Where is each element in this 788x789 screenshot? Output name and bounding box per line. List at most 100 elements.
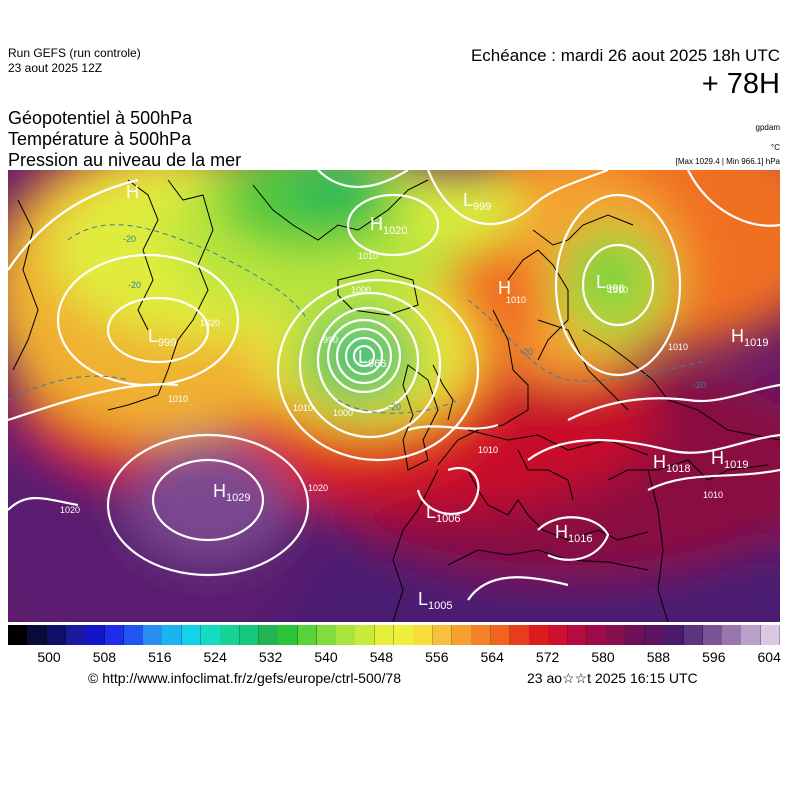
low-center-1005: L1005: [418, 589, 453, 612]
run-title: Run GEFS (run controle): [8, 46, 141, 60]
colorbar-tick-label: 532: [258, 649, 283, 665]
high-center-1019-northeast: H1019: [731, 326, 768, 349]
colorbar-swatch: [702, 625, 723, 645]
colorbar-tick-label: 524: [203, 649, 227, 665]
isotherm-label: -20: [520, 347, 533, 357]
colorbar-tick-label: 604: [757, 649, 781, 665]
colorbar-tick-label: 564: [480, 649, 504, 665]
colorbar-swatch: [220, 625, 241, 645]
colorbar-swatch: [760, 625, 781, 645]
high-center-1016: H1016: [555, 522, 592, 545]
isobar-label: 1010: [506, 295, 526, 305]
colorbar-tick-label: 572: [535, 649, 560, 665]
isobar-label: 1020: [200, 318, 220, 328]
max-min-readout: [Max 1029.4 | Min 966.1] hPa: [675, 157, 780, 166]
isobar-label: 1020: [308, 483, 328, 493]
colorbar-swatch: [162, 625, 183, 645]
low-center-966: L966: [358, 347, 386, 370]
colorbar-swatch: [8, 625, 28, 645]
field-title-geopotential: Géopotentiel à 500hPa: [8, 108, 193, 128]
colorbar-swatch: [413, 625, 434, 645]
isobar-label: 1010: [668, 342, 688, 352]
colorbar-swatch: [741, 625, 762, 645]
colorbar-swatch: [65, 625, 86, 645]
colorbar-swatch: [297, 625, 318, 645]
colorbar-tick-label: 540: [314, 649, 338, 665]
colorbar-swatch: [587, 625, 607, 645]
colorbar-swatch: [46, 625, 67, 645]
colorbar-tick-label: 580: [591, 649, 615, 665]
colorbar-swatch: [606, 625, 627, 645]
colorbar-swatch: [85, 625, 105, 645]
colorbar-swatch: [567, 625, 588, 645]
high-center-1018: H1018: [653, 452, 690, 475]
colorbar: [8, 625, 781, 645]
isobar-labels: 990 1000 1010 1020 1010 1000 1010 1020 1…: [60, 251, 723, 515]
isotherm-label: -20: [388, 402, 401, 412]
colorbar-swatch: [722, 625, 742, 645]
high-center-1019-east: H1019: [711, 448, 748, 471]
low-center-1006: L1006: [426, 502, 461, 525]
field-title-temperature: Température à 500hPa: [8, 129, 192, 149]
colorbar-swatch: [683, 625, 704, 645]
colorbar-swatch: [336, 625, 356, 645]
isobar-label: 1020: [60, 505, 80, 515]
isobar-label: 1010: [358, 251, 378, 261]
isotherm-label: -20: [693, 380, 706, 390]
run-date: 23 aout 2025 12Z: [8, 61, 103, 75]
isotherm-label: -20: [123, 234, 136, 244]
colorbar-tick-label: 548: [369, 649, 394, 665]
colorbar-tick-label: 508: [92, 649, 117, 665]
unit-geopotential: gpdam: [755, 123, 780, 132]
colorbar-swatch: [27, 625, 48, 645]
high-center-northwest: H: [126, 182, 139, 202]
pressure-centers: H1029 L966 H1020 L999 L1006 H1016 L1005 …: [126, 182, 768, 612]
colorbar-swatch: [451, 625, 472, 645]
colorbar-tick-label: 596: [702, 649, 726, 665]
high-center-scandinavia: H: [498, 278, 511, 298]
colorbar-swatch: [201, 625, 221, 645]
low-center-998: L998: [596, 272, 624, 295]
source-url: © http://www.infoclimat.fr/z/gefs/europe…: [88, 670, 402, 686]
low-center-999: L999: [148, 326, 176, 349]
colorbar-swatch: [432, 625, 453, 645]
colorbar-swatch: [548, 625, 569, 645]
colorbar-swatch: [529, 625, 549, 645]
colorbar-tick-label: 500: [37, 649, 61, 665]
isobars: [8, 170, 780, 601]
colorbar-tick-label: 516: [148, 649, 172, 665]
colorbar-swatch: [239, 625, 260, 645]
lead-time: + 78H: [701, 68, 780, 100]
coastlines: [12, 179, 780, 622]
isotherms: [8, 224, 709, 414]
colorbar-swatch: [278, 625, 298, 645]
colorbar-swatch: [664, 625, 684, 645]
isobar-label: 1000: [351, 285, 371, 295]
isobar-label: 1010: [478, 445, 498, 455]
isobar-label: 990: [323, 335, 338, 345]
colorbar-swatch: [316, 625, 337, 645]
high-center-1020: H1020: [370, 214, 407, 237]
colorbar-swatch: [490, 625, 511, 645]
colorbar-swatch: [394, 625, 414, 645]
isobar-label: 1000: [333, 408, 353, 418]
colorbar-swatch: [123, 625, 144, 645]
colorbar-swatch: [471, 625, 491, 645]
colorbar-swatch: [625, 625, 646, 645]
echeance-label: Echéance : mardi 26 aout 2025 18h UTC: [470, 46, 780, 65]
unit-temperature: °C: [771, 143, 780, 152]
colorbar-swatch: [644, 625, 665, 645]
isobar-label: 1010: [168, 394, 188, 404]
isobar-label: 1010: [293, 403, 313, 413]
colorbar-swatch: [258, 625, 279, 645]
weather-map: 990 1000 1010 1020 1010 1000 1010 1020 1…: [8, 170, 780, 622]
colorbar-swatch: [104, 625, 125, 645]
isobar-label: 1010: [608, 285, 628, 295]
colorbar-tick-label: 588: [646, 649, 671, 665]
isotherm-label: -20: [128, 280, 141, 290]
colorbar-swatch: [355, 625, 376, 645]
colorbar-tick-label: 556: [425, 649, 449, 665]
render-timestamp: 23 ao☆☆t 2025 16:15 UTC: [527, 670, 698, 686]
colorbar-swatch: [509, 625, 530, 645]
isotherm-labels: -20 -20 -20 -20 -20: [123, 234, 706, 412]
